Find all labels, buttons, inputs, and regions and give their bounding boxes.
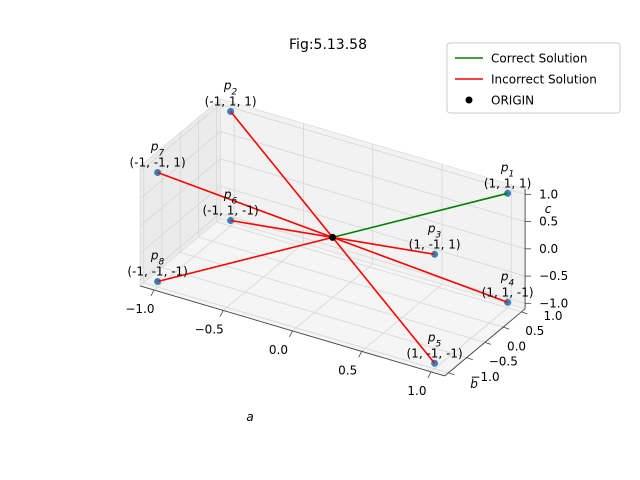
legend-label: ORIGIN xyxy=(491,94,534,108)
y-tick xyxy=(448,372,455,376)
x-tick-label: −0.5 xyxy=(195,322,224,336)
legend-item: ORIGIN xyxy=(465,94,534,108)
legend-frame xyxy=(446,42,621,114)
grid-line-y xyxy=(143,162,449,374)
y-tick xyxy=(466,357,473,360)
y-tick-label: 1.0 xyxy=(543,309,562,323)
point-coords: (1, 1, 1) xyxy=(484,176,532,190)
point-coords: (-1, 1, 1) xyxy=(205,95,257,109)
x-tick-label: 1.0 xyxy=(407,384,426,398)
origin-marker xyxy=(329,233,337,241)
x-tick-label: −1.0 xyxy=(125,302,154,316)
grid-line-x xyxy=(292,143,374,332)
y-axis-line xyxy=(444,308,526,377)
incorrect-solution-line xyxy=(157,236,333,283)
data-marks xyxy=(154,108,512,367)
grid-line-z xyxy=(139,212,526,304)
y-tick xyxy=(503,326,510,330)
x-tick xyxy=(289,330,293,338)
y-tick-label: −0.5 xyxy=(489,355,518,369)
y-axis-label: b xyxy=(470,377,478,391)
grid-line-z xyxy=(139,185,526,277)
grid-lines xyxy=(139,101,526,374)
point-coords: (-1, -1, -1) xyxy=(127,265,188,279)
grid-line-y xyxy=(216,101,522,313)
legend-marker-dot xyxy=(465,96,473,104)
z-tick-label: 1.0 xyxy=(539,187,558,201)
point-labels: p1(1, 1, 1)p2(-1, 1, 1)p3(1, -1, 1)p4(1,… xyxy=(127,79,533,361)
x-tick xyxy=(219,310,224,317)
correct-solution-line xyxy=(332,192,508,239)
y-tick-label: 0.0 xyxy=(507,339,526,353)
y-tick-label: 0.5 xyxy=(525,324,544,338)
z-axis-label: c xyxy=(545,202,552,216)
legend-label: Correct Solution xyxy=(491,52,588,66)
grid-line-z xyxy=(139,103,526,195)
point-coords: (-1, -1, 1) xyxy=(130,156,186,170)
grid-line-x xyxy=(222,123,304,311)
grid-line-y xyxy=(161,147,467,358)
legend-item: Incorrect Solution xyxy=(455,73,597,87)
y-tick-label: −1.0 xyxy=(470,370,499,384)
point-coords: (1, -1, -1) xyxy=(407,346,463,360)
grid-line-y xyxy=(198,117,504,328)
grid-line-z xyxy=(139,158,526,250)
y-tick xyxy=(484,341,492,345)
point-label-p2: p2(-1, 1, 1) xyxy=(205,79,257,109)
z-tick-label: −0.5 xyxy=(539,269,568,283)
z-tick-label: −1.0 xyxy=(539,296,568,310)
x-tick xyxy=(358,351,363,358)
point-coords: (-1, 1, -1) xyxy=(203,204,259,218)
x-tick-label: 0.0 xyxy=(269,343,288,357)
legend: Correct Solution Incorrect Solution ORIGIN xyxy=(446,42,621,114)
grid-line-y xyxy=(179,132,486,343)
x-tick xyxy=(427,371,432,378)
x-tick-label: 0.5 xyxy=(338,363,357,377)
point-coords: (1, -1, 1) xyxy=(409,237,461,251)
grid-line-x xyxy=(430,184,512,373)
x-tick xyxy=(150,289,155,297)
legend-label: Incorrect Solution xyxy=(491,73,597,87)
point-coords: (1, 1, -1) xyxy=(482,285,534,299)
x-axis-label: a xyxy=(246,410,253,424)
y-tick xyxy=(521,311,528,315)
point-label-p1: p1(1, 1, 1) xyxy=(484,160,532,190)
z-tick-label: 0.5 xyxy=(539,215,558,229)
tick-labels: −1.0−1.0−1.0−0.5−0.5−0.50.0 0.00.00.50.50… xyxy=(125,187,568,424)
chart-title: Fig:5.13.58 xyxy=(289,37,367,53)
grid-line-x xyxy=(153,103,235,291)
z-tick-label: 0.0 xyxy=(539,242,558,256)
legend-item: Correct Solution xyxy=(455,52,588,66)
grid-line-x xyxy=(361,164,443,352)
